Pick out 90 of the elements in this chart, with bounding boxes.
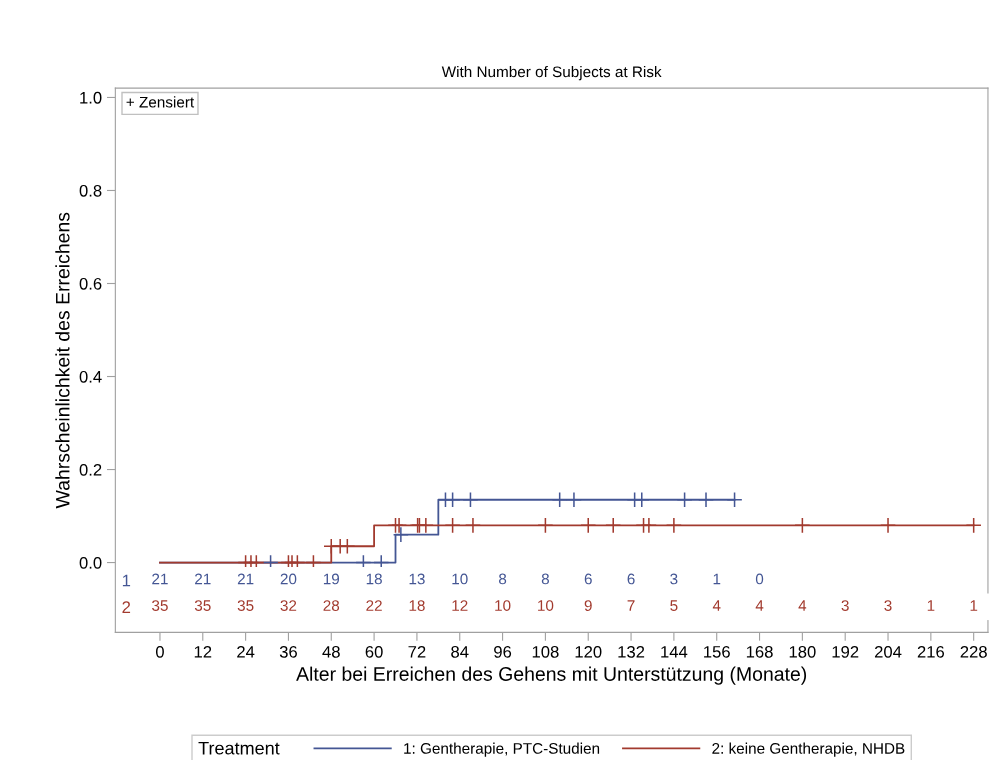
data-label: 4	[798, 600, 807, 611]
point	[444, 491, 461, 508]
x-tick-label: 132	[618, 645, 645, 658]
data-label: 1	[927, 600, 935, 611]
point	[879, 517, 897, 534]
x-tick-label: 216	[917, 645, 945, 658]
data-label: 35	[194, 600, 211, 611]
x-tick-label: 60	[365, 645, 383, 658]
legend-label: 2: keine Gentherapie, NHDB	[712, 742, 905, 757]
point	[676, 491, 693, 508]
data-label: 28	[323, 600, 340, 611]
point	[444, 517, 461, 534]
x-tick-label: 192	[832, 645, 859, 658]
point	[640, 517, 657, 534]
x-tick-label: 120	[575, 645, 602, 658]
data-label: 13	[409, 573, 425, 585]
data-label: 19	[323, 573, 340, 585]
y-tick-label: 2	[122, 601, 131, 613]
x-tick-label: 108	[532, 645, 559, 658]
annotation: + Zensiert	[126, 96, 195, 108]
data-label: 21	[152, 573, 168, 585]
x-tick-label: 168	[746, 645, 773, 658]
data-label: 6	[584, 573, 592, 585]
data-label: 0	[755, 573, 764, 585]
point	[726, 491, 743, 508]
data-label: 32	[280, 600, 297, 611]
point	[965, 517, 982, 534]
data-label: 22	[366, 600, 382, 611]
x-tick-label: 96	[494, 645, 512, 658]
data-label: 1	[970, 600, 978, 611]
y-tick-label: 0.6	[79, 277, 102, 290]
point	[565, 491, 583, 508]
point	[391, 517, 408, 534]
x-tick-label: 84	[451, 645, 469, 658]
x-tick-label: 0	[155, 645, 164, 658]
x-tick-label: 24	[237, 645, 255, 658]
data-label: 35	[152, 600, 168, 611]
chart-title: With Number of Subjects at Risk	[441, 65, 662, 81]
x-tick-label: 156	[704, 645, 730, 658]
y-tick-label: 0.8	[79, 184, 102, 197]
data-label: 21	[195, 573, 211, 585]
point	[537, 517, 554, 534]
data-label: 10	[538, 600, 554, 611]
data-label: 8	[498, 573, 507, 585]
x-tick-label: 72	[408, 645, 426, 658]
data-label: 3	[841, 600, 849, 611]
legend-title: Treatment	[198, 741, 280, 755]
x-tick-label: 12	[194, 645, 212, 658]
data-label: 4	[755, 600, 764, 611]
point	[665, 517, 682, 534]
point	[464, 517, 482, 534]
point	[580, 517, 597, 534]
data-label: 7	[627, 600, 635, 611]
point	[794, 517, 811, 534]
x-tick-label: 228	[960, 645, 987, 658]
point	[392, 526, 409, 543]
data-label: 8	[541, 573, 549, 585]
data-label: 12	[452, 600, 468, 611]
y-axis-title: Wahrscheinlichkeit des Erreichens	[55, 212, 70, 509]
point	[551, 491, 568, 508]
x-tick-label: 36	[279, 645, 297, 658]
y-tick-label: 0.4	[79, 370, 102, 383]
data-label: 6	[627, 573, 635, 585]
y-tick-label: 0.0	[79, 556, 102, 569]
data-label: 18	[366, 573, 382, 585]
x-tick-label: 180	[789, 645, 816, 658]
data-label: 21	[237, 573, 254, 585]
y-tick-label: 0.2	[79, 463, 102, 476]
data-label: 35	[237, 600, 254, 611]
data-label: 3	[670, 573, 678, 585]
data-label: 9	[584, 600, 592, 611]
point	[633, 491, 650, 508]
x-tick-label: 204	[874, 645, 902, 658]
point	[339, 538, 356, 555]
y-tick-label: 1.0	[80, 91, 102, 104]
point	[697, 491, 715, 508]
data-label: 3	[884, 600, 892, 611]
data-label: 5	[670, 600, 678, 611]
data-label: 1	[713, 573, 721, 585]
x-tick-label: 48	[322, 645, 340, 658]
x-tick-label: 144	[661, 646, 688, 658]
point	[605, 517, 622, 534]
data-label: 10	[452, 573, 468, 585]
data-label: 20	[280, 573, 297, 585]
data-label: 18	[409, 600, 425, 611]
data-label: 4	[712, 600, 721, 611]
legend-label: 1: Gentherapie, PTC-Studien	[404, 742, 600, 757]
x-axis-title: Alter bei Erreichen des Gehens mit Unterstützung (Monate)	[296, 666, 807, 685]
point	[462, 491, 479, 508]
data-label: 10	[495, 600, 511, 611]
